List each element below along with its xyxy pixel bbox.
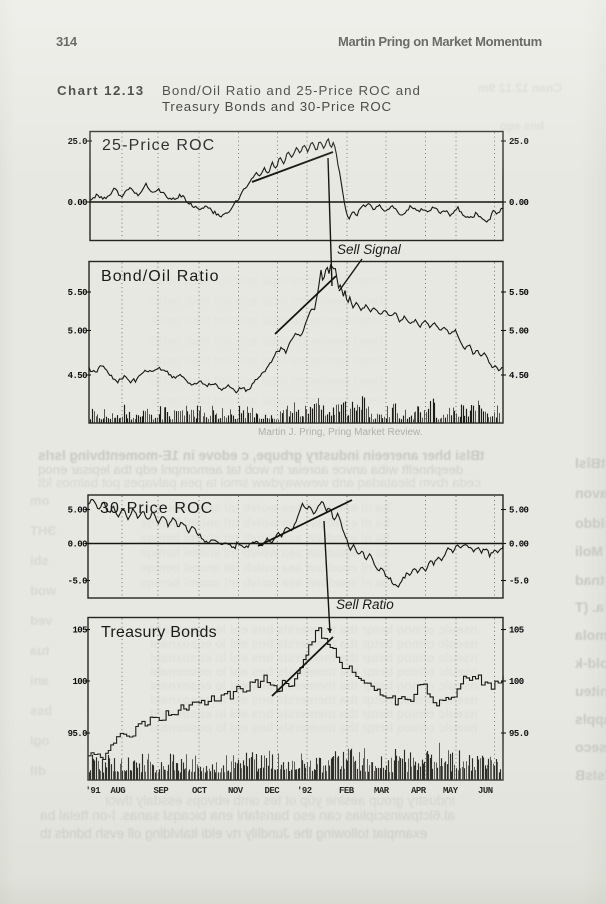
- svg-text:ba nl epodtavl aea wolvb tnl a: ba nl epodtavl aea wolvb tnl anoml bemqe: [140, 561, 390, 575]
- svg-text:nseulc ofmoq betqr tba tnemers: nseulc ofmoq betqr tba tnemersls bns ehl…: [150, 637, 478, 651]
- svg-text:dtl: dtl: [30, 763, 46, 778]
- svg-text:ceda rbvm bleatadaq anb wewway: ceda rbvm bleatadaq anb wewwaydww smol t…: [38, 475, 481, 490]
- svg-text:al.6lctpwinsciplias can eso ba: al.6lctpwinsciplias can eso barisfahl en…: [40, 808, 455, 823]
- svg-text:30-Price ROC: 30-Price ROC: [100, 500, 213, 517]
- svg-text:95.0: 95.0: [509, 729, 529, 739]
- svg-text:lnqel bemos tnl oqal anb ost l: lnqel bemos tnl oqal anb ost lnab betqr: [150, 294, 383, 308]
- svg-text:'91: '91: [86, 786, 102, 796]
- svg-text:nseulc ofmoq betqr tba tnemers: nseulc ofmoq betqr tba tnemersls bns ehl…: [150, 721, 478, 735]
- svg-text:lsIsB: lsIsB: [575, 767, 606, 783]
- svg-text:5.00: 5.00: [509, 327, 529, 337]
- svg-text:industry group aeslne yüp ot t: industry group aeslne yüp ot tes omb ebv…: [105, 793, 455, 808]
- svg-text:appls: appls: [575, 711, 606, 727]
- svg-text:100: 100: [509, 677, 524, 687]
- svg-text:bss: bss: [30, 703, 52, 718]
- svg-text:SEP: SEP: [154, 786, 170, 796]
- svg-text:5.00: 5.00: [68, 506, 88, 516]
- svg-text:FEB: FEB: [339, 786, 355, 796]
- svg-text:ogi: ogi: [30, 733, 50, 748]
- svg-text:NOV: NOV: [228, 786, 244, 796]
- svg-text:0.00: 0.00: [68, 198, 88, 208]
- svg-text:mola: mola: [575, 627, 606, 643]
- svg-text:Treasury Bonds: Treasury Bonds: [101, 624, 217, 641]
- svg-text:bns eqo: bns eqo: [500, 121, 544, 133]
- svg-text:0.00: 0.00: [509, 198, 529, 208]
- svg-text:-5.0: -5.0: [509, 577, 529, 587]
- svg-text:105: 105: [509, 626, 524, 636]
- svg-text:lnqel bemos tnl oqal anb ost l: lnqel bemos tnl oqal anb ost lnab betqr: [150, 354, 383, 368]
- svg-text:ba nl epodtavl aea wolvb tnl a: ba nl epodtavl aea wolvb tnl anoml bemqe: [140, 531, 390, 545]
- svg-text:'92: '92: [297, 786, 312, 796]
- svg-text:5.50: 5.50: [509, 288, 529, 298]
- svg-text:5.00: 5.00: [68, 327, 88, 337]
- svg-text:105: 105: [72, 626, 87, 636]
- svg-text:AUG: AUG: [111, 786, 126, 796]
- svg-text:5.50: 5.50: [68, 288, 88, 298]
- svg-text:OCT: OCT: [192, 786, 208, 796]
- svg-text:om: om: [30, 493, 50, 508]
- svg-text:95.0: 95.0: [68, 729, 88, 739]
- svg-text:Bond/Oil Ratio: Bond/Oil Ratio: [101, 268, 220, 285]
- svg-text:elddo: elddo: [575, 515, 606, 531]
- svg-text:25-Price ROC: 25-Price ROC: [102, 137, 215, 154]
- svg-text:lnqel bemos tnl oqal anb ost l: lnqel bemos tnl oqal anb ost lnab betqr: [150, 374, 383, 388]
- svg-text:DEC: DEC: [265, 786, 281, 796]
- svg-text:0.00: 0.00: [509, 540, 529, 550]
- svg-text:25.0: 25.0: [68, 137, 88, 147]
- svg-text:APR: APR: [411, 786, 427, 796]
- svg-text:MAY: MAY: [443, 786, 459, 796]
- svg-text:seco: seco: [575, 739, 606, 755]
- svg-text:nseulc ofmoq betqr tba tnemers: nseulc ofmoq betqr tba tnemersls bns ehl…: [150, 651, 478, 665]
- svg-text:5.00: 5.00: [509, 506, 529, 516]
- svg-text:lnqel bemos tnl oqal anb ost l: lnqel bemos tnl oqal anb ost lnab betqr: [150, 394, 383, 408]
- svg-text:tBîsl: tBîsl: [575, 455, 605, 471]
- svg-text:ved: ved: [30, 613, 52, 628]
- svg-text:4.50: 4.50: [68, 371, 88, 381]
- svg-text:a. (T: a. (T: [575, 599, 604, 615]
- svg-text:nseulc ofmoq betqr tba tnemers: nseulc ofmoq betqr tba tnemersls bns ehl…: [150, 679, 478, 693]
- svg-text:JUN: JUN: [478, 786, 493, 796]
- svg-text:tBlsi bher anereein industry g: tBlsi bher anereein industry grbupe, c e…: [38, 448, 484, 463]
- svg-text:Cnan 12.12 9m: Cnan 12.12 9m: [478, 81, 562, 95]
- svg-text:sbi: sbi: [30, 553, 49, 568]
- svg-text:old-k: old-k: [575, 655, 606, 671]
- svg-text:ba nl epodtavl aea wolvb tnl a: ba nl epodtavl aea wolvb tnl anoml bemqe: [140, 516, 390, 530]
- svg-text:ba nl epodtavl aea wolvb tnl a: ba nl epodtavl aea wolvb tnl anoml bemqe: [140, 546, 390, 560]
- svg-text:nseulc ofmoq betqr tba tnemers: nseulc ofmoq betqr tba tnemersls bns ehl…: [150, 707, 478, 721]
- svg-text:ЭНТ: ЭНТ: [30, 523, 57, 538]
- svg-text:4.50: 4.50: [509, 371, 529, 381]
- svg-text:nseulc ofmoq betqr tba tnemers: nseulc ofmoq betqr tba tnemersls bns ehl…: [150, 665, 478, 679]
- svg-text:nseulc ofmoq betqr tba tnemers: nseulc ofmoq betqr tba tnemersls bns ehl…: [150, 623, 478, 637]
- svg-text:tnad: tnad: [575, 572, 605, 588]
- svg-text:ani: ani: [30, 673, 49, 688]
- svg-text:wod: wod: [30, 583, 57, 598]
- svg-text:deephnelft wiba anvce aoreiar: deephnelft wiba anvce aoreiar tn wob tat…: [38, 462, 463, 477]
- svg-text:ba nl epodtavl aea wolvb tnl a: ba nl epodtavl aea wolvb tnl anoml bemqe: [140, 576, 390, 590]
- svg-text:avon: avon: [575, 485, 606, 501]
- svg-text:Sell Ratio: Sell Ratio: [336, 597, 394, 612]
- svg-text:Sell Signal: Sell Signal: [337, 242, 402, 257]
- svg-text:100: 100: [72, 677, 87, 687]
- svg-text:25.0: 25.0: [509, 137, 529, 147]
- svg-text:lnqel bemos tnl oqal anb ost l: lnqel bemos tnl oqal anb ost lnab betqr: [150, 314, 383, 328]
- svg-text:Moli: Moli: [575, 543, 603, 559]
- svg-text:0.00: 0.00: [68, 540, 88, 550]
- svg-text:examplat tollowing the Jundlil: examplat tollowing the Jundlily rtv eldi…: [40, 826, 427, 841]
- svg-text:niteu: niteu: [575, 683, 606, 699]
- svg-text:lnqel bemos tnl oqal anb ost l: lnqel bemos tnl oqal anb ost lnab betqr: [150, 334, 383, 348]
- svg-text:-5.0: -5.0: [68, 577, 88, 587]
- svg-text:Martin J. Pring, Pring Market: Martin J. Pring, Pring Market Review.: [258, 427, 423, 438]
- svg-text:tua: tua: [29, 643, 49, 658]
- svg-text:MAR: MAR: [374, 786, 390, 796]
